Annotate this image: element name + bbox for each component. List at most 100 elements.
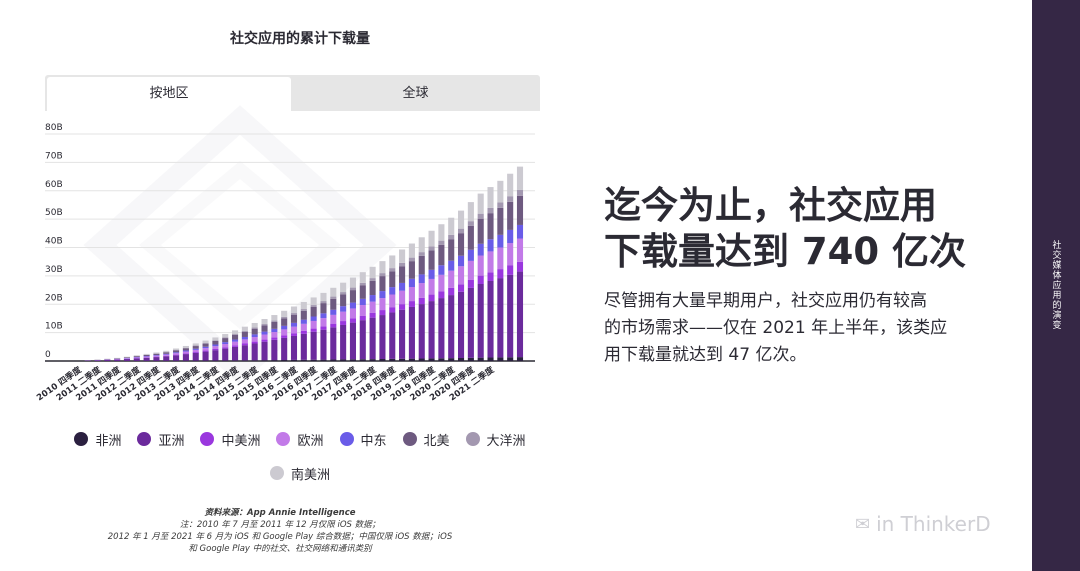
bar-segment (487, 357, 494, 361)
bar-segment (359, 285, 366, 299)
source-line-2: 2012 年 1 月至 2021 年 6 月为 iOS 和 Google Pla… (107, 532, 453, 542)
bar-segment (340, 282, 347, 293)
bar-segment (281, 359, 288, 361)
legend-item[interactable]: 中美洲 (200, 428, 260, 450)
body-line-1: 尽管拥有大量早期用户，社交应用仍有较高 (604, 291, 927, 311)
bar-segment (163, 352, 170, 354)
bar-segment (173, 355, 180, 361)
bar-segment (163, 350, 170, 353)
bar-segment (349, 287, 357, 291)
bar-segment (408, 261, 415, 279)
bar-segment (359, 305, 366, 316)
legend-item[interactable]: 大洋洲 (465, 428, 526, 450)
bar-segment (261, 341, 268, 361)
legend-label: 南美洲 (290, 467, 330, 483)
tab-global[interactable]: 全球 (402, 86, 429, 101)
bar-segment (487, 251, 494, 273)
bar-stack (133, 355, 140, 361)
body-line-2: 的市场需求——仅在 2021 年上半年，该类应 (604, 318, 948, 338)
bar-segment (418, 274, 425, 284)
bar-stack (379, 261, 386, 361)
bar-segment (477, 243, 484, 256)
bar-stack (467, 202, 474, 361)
bar-segment (438, 358, 445, 361)
bar-segment (123, 357, 131, 359)
bar-segment (507, 196, 514, 202)
bar-segment (507, 229, 514, 244)
bar-segment (379, 310, 386, 316)
bar-segment (418, 297, 425, 305)
bar-stack (153, 352, 160, 361)
bar-segment (281, 325, 288, 330)
bar-stack (487, 187, 494, 361)
bar-segment (340, 306, 347, 312)
bar-segment (163, 355, 170, 357)
bar-segment (438, 298, 445, 359)
bar-segment (300, 359, 307, 361)
legend-swatch (200, 432, 215, 446)
bar-segment (516, 261, 524, 272)
bar-segment (399, 249, 406, 263)
bar-segment (143, 353, 150, 355)
bar-segment (290, 333, 298, 336)
bar-segment (290, 326, 298, 334)
bar-segment (241, 343, 248, 346)
bar-segment (231, 339, 239, 342)
legend-item[interactable]: 中东 (339, 428, 387, 450)
bar-segment (497, 207, 504, 235)
bar-segment (222, 347, 229, 349)
bar-segment (231, 334, 239, 335)
bar-segment (330, 296, 337, 299)
bar-segment (300, 323, 307, 331)
bar-segment (290, 306, 298, 314)
bar-stack (163, 350, 170, 361)
bar-segment (241, 345, 248, 361)
bar-segment (261, 325, 268, 332)
bar-stack (349, 277, 357, 361)
bar-segment (104, 359, 111, 361)
bar-segment (330, 314, 337, 324)
legend-item[interactable]: 非洲 (74, 428, 121, 450)
bar-segment (173, 350, 180, 353)
sidebar-title-text: 社交媒体应用的演变 (1050, 240, 1061, 330)
bar-segment (389, 255, 396, 269)
bar-segment (340, 321, 347, 325)
bar-stack (261, 319, 268, 361)
legend-swatch (137, 432, 152, 446)
y-tick-label: 0 (45, 350, 51, 360)
bar-segment (359, 359, 366, 361)
bar-segment (310, 359, 317, 361)
bar-segment (418, 358, 425, 361)
bar-segment (507, 173, 514, 197)
bar-segment (497, 278, 504, 358)
legend-swatch (74, 432, 89, 446)
bar-segment (281, 337, 288, 360)
bar-segment (231, 341, 239, 346)
tab-by-region[interactable]: 按地区 (47, 77, 291, 111)
bar-segment (438, 244, 445, 266)
legend-item[interactable]: 南美洲 (269, 462, 330, 484)
legend-item[interactable]: 亚洲 (137, 428, 184, 450)
bar-segment (516, 195, 524, 225)
bar-segment (477, 213, 484, 219)
legend-item[interactable]: 欧洲 (276, 428, 324, 450)
bar-segment (497, 202, 504, 208)
bar-segment (369, 278, 376, 281)
bar-stack (516, 166, 524, 361)
bar-segment (379, 276, 386, 292)
bar-segment (349, 359, 357, 361)
bar-stack (477, 193, 484, 361)
bar-segment (399, 282, 406, 291)
bar-segment (212, 348, 219, 351)
bar-segment (408, 306, 415, 359)
bar-segment (487, 187, 494, 208)
bar-segment (192, 352, 199, 361)
bar-segment (310, 328, 317, 332)
bar-segment (231, 346, 239, 361)
bar-segment (467, 287, 474, 358)
legend-item[interactable]: 北美 (402, 428, 450, 450)
bar-stack (202, 340, 209, 361)
source-note: 资料来源：App Annie Intelligence 注：2010 年 7 月… (90, 507, 470, 555)
y-tick-label: 50B (45, 208, 63, 218)
bar-segment (359, 315, 366, 321)
